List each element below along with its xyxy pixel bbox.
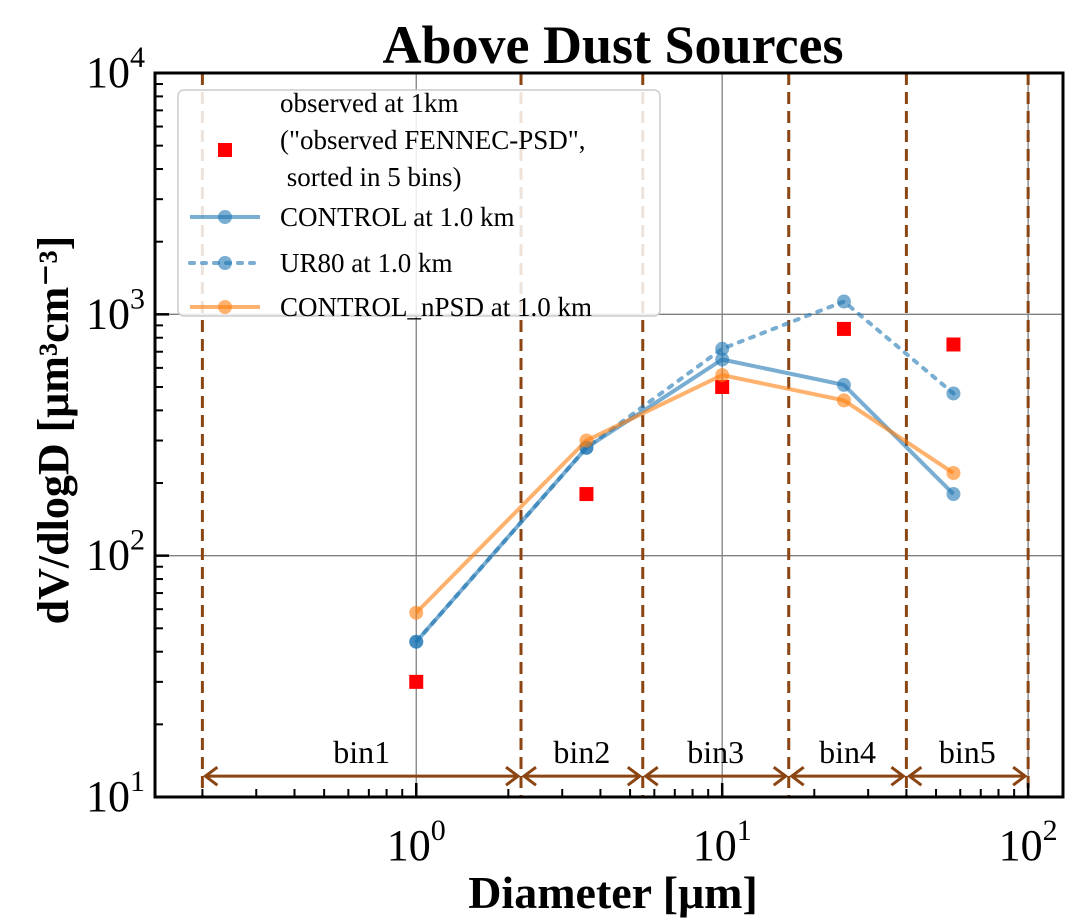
bin-label: bin1 [333,734,390,770]
series-point [946,487,961,502]
bin-label: bin4 [819,734,876,770]
bin-arrow-head-right [626,765,643,787]
observed-point [715,379,730,394]
bin-arrow-head-left [643,765,659,787]
series-line [414,373,955,615]
legend-entry: observed at 1km ("observed FENNEC-PSD", s… [218,88,586,192]
series-point [409,634,424,649]
legend-marker [218,210,232,224]
plot-frame [153,71,1065,799]
axes: 100 101 102 101 102 103 104 [86,41,1065,870]
series-2 [409,352,961,649]
bin-label: bin5 [939,734,996,770]
legend-entry: UR80 at 1.0 km [188,248,453,278]
legend-label: observed at 1km ("observed FENNEC-PSD", s… [280,88,586,192]
x-tick-label: 100 [387,814,446,870]
observed-point [579,487,594,502]
series-line [414,357,955,644]
series-point [579,433,594,448]
series-point [836,294,851,309]
series-point [715,341,730,356]
bin-arrow-head-left [906,765,923,787]
series-group [409,294,961,689]
legend-marker [218,143,232,157]
series-point [836,393,851,408]
bin-arrow-head-right [505,765,521,787]
series-point [946,386,961,401]
legend-marker [218,256,232,270]
bin-arrow-head-left [202,765,219,787]
legend: observed at 1km ("observed FENNEC-PSD", s… [177,88,661,322]
x-tick-label: 101 [693,814,752,870]
x-tick-label: 102 [999,814,1058,870]
observed-point [836,321,851,336]
y-tick-label: 101 [86,765,145,821]
bin-arrow-head-left [521,765,537,787]
series-4 [409,368,961,620]
series-line [414,299,956,644]
observed-point [946,337,961,352]
x-axis-label: Diameter [μm] [468,867,758,918]
series-point [946,466,961,481]
y-axis-label: dV/dlogD [μm³cm⁻³] [29,236,78,625]
bin-arrow-head-right [890,765,906,787]
bin-arrows: bin1 bin2 bin3 bin4 bin5 [202,734,1028,787]
y-tick-label: 102 [86,524,145,580]
legend-box [177,89,661,317]
bin-arrow-head-right [1012,765,1028,787]
series-point [715,368,730,383]
observed-point [409,674,424,689]
bin-arrow-head-left [789,765,805,787]
chart-title: Above Dust Sources [382,15,843,75]
series-point [715,352,730,367]
bin-label: bin3 [687,734,744,770]
legend-label: UR80 at 1.0 km [280,248,453,278]
series-3 [409,294,961,649]
y-tick-label: 104 [86,41,145,97]
series-1 [409,321,961,689]
series-point [836,377,851,392]
legend-marker [218,300,232,314]
legend-label: CONTROL_nPSD at 1.0 km [280,292,592,322]
legend-label: CONTROL at 1.0 km [280,202,514,232]
y-tick-label: 103 [86,282,145,338]
series-point [409,605,424,620]
bin-arrow-head-right [772,765,789,787]
legend-entry: CONTROL_nPSD at 1.0 km [190,292,592,322]
bin-label: bin2 [553,734,610,770]
legend-entry: CONTROL at 1.0 km [190,202,514,232]
